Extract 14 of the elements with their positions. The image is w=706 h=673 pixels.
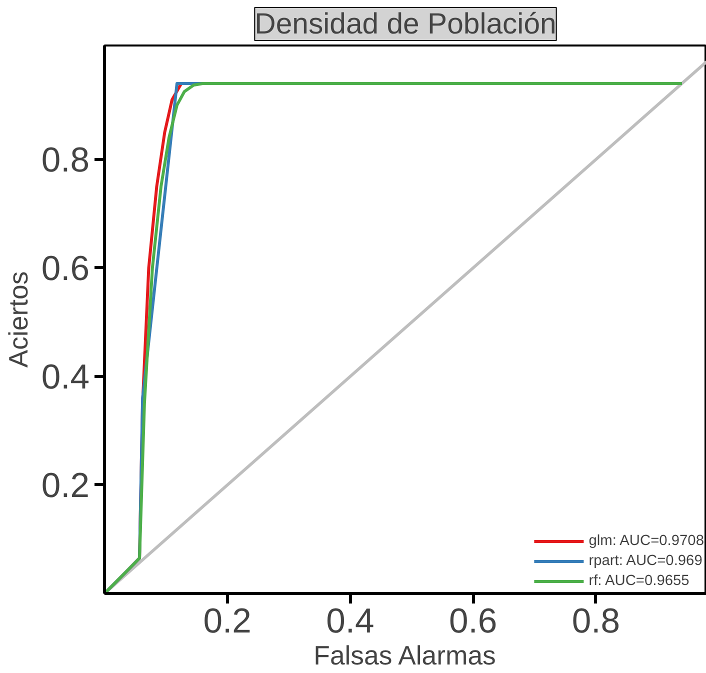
x-tick-label: 0.6	[448, 602, 498, 640]
y-tick-label: 0.8	[41, 141, 90, 180]
x-tick-label: 0.2	[203, 602, 252, 640]
x-tick-label: 0.8	[572, 602, 620, 640]
chart-title: Densidad de Población	[254, 8, 556, 40]
y-tick-label: 0.2	[41, 466, 90, 505]
legend-label: rpart: AUC=0.969	[588, 553, 702, 569]
legend-label: glm: AUC=0.9708	[588, 533, 704, 549]
y-axis-title: Aciertos	[3, 271, 34, 368]
x-tick-label: 0.4	[326, 602, 374, 640]
y-tick-label: 0.4	[41, 358, 90, 396]
legend-label: rf: AUC=0.9655	[588, 573, 690, 589]
y-tick-label: 0.6	[41, 250, 90, 288]
x-axis-title: Falsas Alarmas	[314, 640, 496, 670]
